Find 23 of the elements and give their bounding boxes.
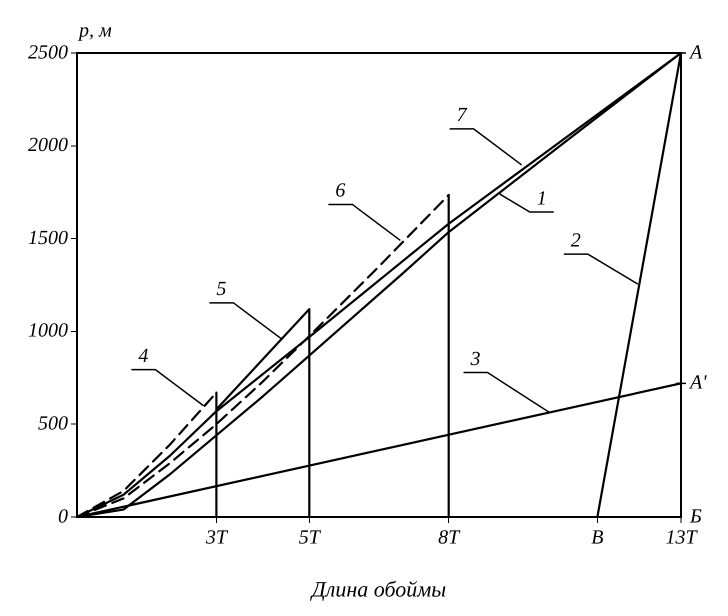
annotation: 3 bbox=[470, 348, 481, 370]
annotation: 5 bbox=[216, 278, 226, 300]
annotation: 6 bbox=[335, 180, 346, 202]
annotation: 2 bbox=[570, 229, 581, 252]
y-tick-label: 500 bbox=[38, 412, 68, 434]
annotation: 7 bbox=[456, 104, 468, 126]
x-tick-label: 3T bbox=[204, 526, 229, 548]
y-tick-label: 1500 bbox=[28, 226, 68, 249]
annotation: 1 bbox=[536, 187, 547, 210]
y-tick-label: 2000 bbox=[28, 134, 68, 156]
annotation: A' bbox=[688, 372, 708, 394]
x-tick-label: 5T bbox=[298, 526, 322, 548]
x-tick-label: 8T bbox=[438, 526, 462, 548]
x-tick-label: B bbox=[591, 526, 604, 548]
y-tick-label: 2500 bbox=[28, 41, 68, 64]
annotation: A bbox=[688, 41, 703, 64]
annotation: 4 bbox=[138, 344, 148, 367]
text: Б bbox=[689, 505, 702, 528]
y-tick-label: 0 bbox=[58, 505, 68, 528]
x-tick-label: 13T bbox=[665, 526, 698, 548]
y-axis-title: р, м bbox=[77, 19, 112, 42]
y-tick-label: 1000 bbox=[28, 320, 68, 342]
x-axis-title: Длина обоймы bbox=[310, 576, 446, 602]
